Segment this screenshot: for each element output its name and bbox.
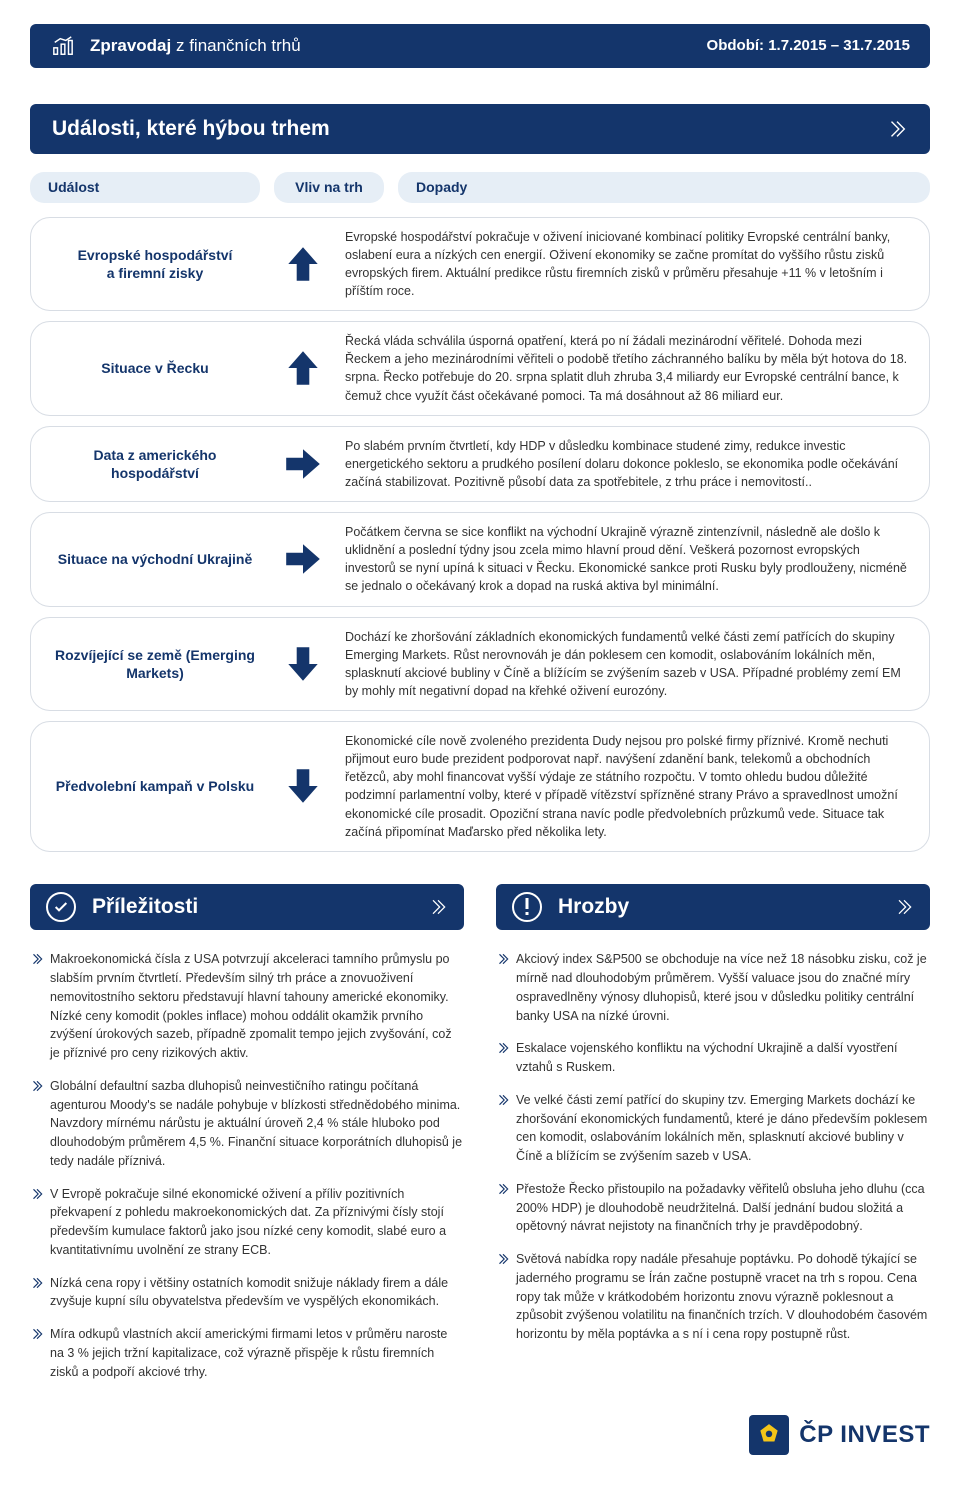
event-body: Počátkem června se sice konflikt na vých… <box>345 523 911 596</box>
list-item-text: Globální defaultní sazba dluhopisů neinv… <box>50 1077 464 1171</box>
event-body: Po slabém prvním čtvrtletí, kdy HDP v dů… <box>345 437 911 491</box>
list-item-text: Makroekonomická čísla z USA potvrzují ak… <box>50 950 464 1063</box>
chevron-bullet-icon <box>30 1187 50 1260</box>
arrow-right-icon <box>282 538 324 580</box>
event-row: Situace na východní Ukrajině Počátkem če… <box>30 512 930 607</box>
event-label: Evropské hospodářství a firemní zisky <box>49 246 261 282</box>
document-header: strana 2 Zpravodaj z finančních trhů Obd… <box>0 24 960 68</box>
list-item-text: Míra odkupů vlastních akcií americkými f… <box>50 1325 464 1381</box>
chevron-bullet-icon <box>30 1079 50 1171</box>
alert-icon <box>512 892 542 922</box>
event-row: Evropské hospodářství a firemní zisky Ev… <box>30 217 930 312</box>
events-header-row: Událost Vliv na trh Dopady <box>30 172 930 202</box>
events-section-title-text: Události, které hýbou trhem <box>52 114 330 144</box>
opportunities-title-text: Příležitosti <box>92 892 198 922</box>
header-period: Období: 1.7.2015 – 31.7.2015 <box>707 35 910 57</box>
event-row: Situace v Řecku Řecká vláda schválila ús… <box>30 321 930 416</box>
event-body: Dochází ke zhoršování základních ekonomi… <box>345 628 911 701</box>
threats-title: Hrozby <box>496 884 930 930</box>
chevron-bullet-icon <box>496 1093 516 1166</box>
list-item: Globální defaultní sazba dluhopisů neinv… <box>30 1077 464 1171</box>
arrow-down-icon <box>282 643 324 685</box>
event-body: Řecká vláda schválila úsporná opatření, … <box>345 332 911 405</box>
col-impact: Vliv na trh <box>274 172 384 202</box>
opportunities-list: Makroekonomická čísla z USA potvrzují ak… <box>30 950 464 1381</box>
chevron-bullet-icon <box>496 1041 516 1077</box>
header-bar: Zpravodaj z finančních trhů Období: 1.7.… <box>30 24 930 68</box>
header-title-bold: Zpravodaj <box>90 36 171 55</box>
events-list: Evropské hospodářství a firemní zisky Ev… <box>30 217 930 852</box>
event-label: Rozvíjející se země (Emerging Markets) <box>49 646 261 682</box>
event-row: Data z amerického hospodářství Po slabém… <box>30 426 930 502</box>
header-title: Zpravodaj z finančních trhů <box>90 34 301 59</box>
event-arrow <box>275 243 331 285</box>
event-row: Předvolební kampaň v Polsku Ekonomické c… <box>30 721 930 852</box>
list-item-text: Přestože Řecko přistoupilo na požadavky … <box>516 1180 930 1236</box>
header-title-light: z finančních trhů <box>171 36 300 55</box>
threats-list: Akciový index S&P500 se obchoduje na víc… <box>496 950 930 1344</box>
event-label: Situace v Řecku <box>49 359 261 377</box>
event-arrow <box>275 765 331 807</box>
chevron-bullet-icon <box>30 1276 50 1312</box>
arrow-up-icon <box>282 243 324 285</box>
event-body: Ekonomické cíle nově zvoleného prezident… <box>345 732 911 841</box>
chevron-bullet-icon <box>30 1327 50 1381</box>
chevron-icon <box>428 897 448 917</box>
event-arrow <box>275 643 331 685</box>
list-item: Makroekonomická čísla z USA potvrzují ak… <box>30 950 464 1063</box>
chevron-bullet-icon <box>496 1252 516 1344</box>
chevron-bullet-icon <box>496 1182 516 1236</box>
chevron-bullet-icon <box>30 952 50 1063</box>
opportunities-title: Příležitosti <box>30 884 464 930</box>
list-item: Přestože Řecko přistoupilo na požadavky … <box>496 1180 930 1236</box>
chevron-icon <box>894 897 914 917</box>
event-arrow <box>275 443 331 485</box>
list-item: Světová nabídka ropy nadále přesahuje po… <box>496 1250 930 1344</box>
events-section-title: Události, které hýbou trhem <box>30 104 930 154</box>
list-item-text: Světová nabídka ropy nadále přesahuje po… <box>516 1250 930 1344</box>
footer: ČP INVEST <box>0 1395 960 1485</box>
list-item-text: Akciový index S&P500 se obchoduje na víc… <box>516 950 930 1025</box>
check-icon <box>46 892 76 922</box>
arrow-down-icon <box>282 765 324 807</box>
chevron-bullet-icon <box>496 952 516 1025</box>
event-label: Situace na východní Ukrajině <box>49 550 261 568</box>
event-body: Evropské hospodářství pokračuje v oživen… <box>345 228 911 301</box>
event-label: Předvolební kampaň v Polsku <box>49 777 261 795</box>
event-arrow <box>275 538 331 580</box>
list-item: Nízká cena ropy i většiny ostatních komo… <box>30 1274 464 1312</box>
list-item-text: V Evropě pokračuje silné ekonomické oživ… <box>50 1185 464 1260</box>
logo-badge-icon <box>749 1415 789 1455</box>
brand-name: ČP INVEST <box>799 1418 930 1453</box>
threats-column: Hrozby Akciový index S&P500 se obchoduje… <box>496 884 930 1395</box>
list-item: Ve velké části zemí patřící do skupiny t… <box>496 1091 930 1166</box>
chart-icon <box>50 33 76 59</box>
list-item: Míra odkupů vlastních akcií americkými f… <box>30 1325 464 1381</box>
list-item: V Evropě pokračuje silné ekonomické oživ… <box>30 1185 464 1260</box>
chevron-icon <box>886 118 908 140</box>
opportunities-column: Příležitosti Makroekonomická čísla z USA… <box>30 884 464 1395</box>
threats-title-text: Hrozby <box>558 892 629 922</box>
event-row: Rozvíjející se země (Emerging Markets) D… <box>30 617 930 712</box>
list-item: Eskalace vojenského konfliktu na východn… <box>496 1039 930 1077</box>
event-arrow <box>275 347 331 389</box>
col-effects: Dopady <box>398 172 930 202</box>
col-event: Událost <box>30 172 260 202</box>
list-item-text: Eskalace vojenského konfliktu na východn… <box>516 1039 930 1077</box>
arrow-right-icon <box>282 443 324 485</box>
arrow-up-icon <box>282 347 324 389</box>
list-item-text: Nízká cena ropy i většiny ostatních komo… <box>50 1274 464 1312</box>
list-item: Akciový index S&P500 se obchoduje na víc… <box>496 950 930 1025</box>
list-item-text: Ve velké části zemí patřící do skupiny t… <box>516 1091 930 1166</box>
event-label: Data z amerického hospodářství <box>49 446 261 482</box>
